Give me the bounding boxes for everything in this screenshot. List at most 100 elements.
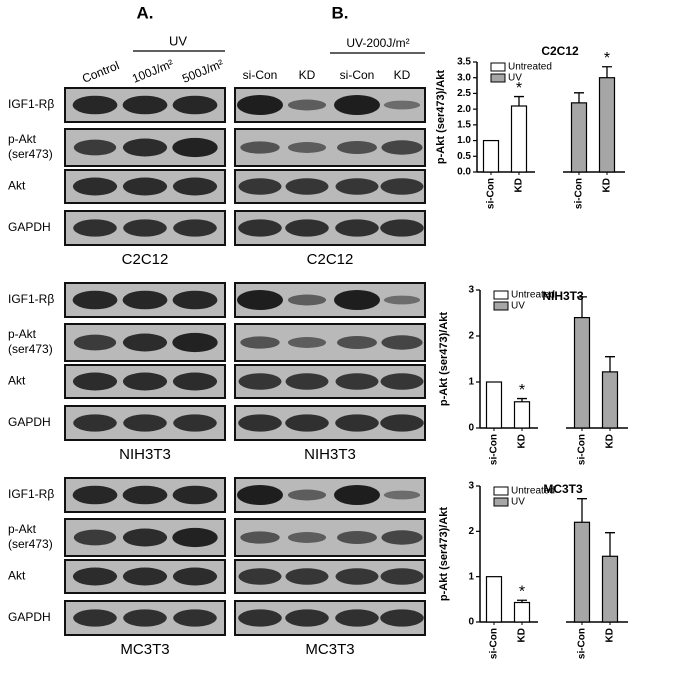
- y-tick-label: 3: [468, 285, 474, 296]
- blot-band: [335, 568, 379, 585]
- column-label: KD: [299, 68, 316, 82]
- legend-label: Untreated: [508, 62, 552, 73]
- blot-band: [383, 490, 421, 500]
- blot-band: [172, 567, 218, 586]
- blot-band: [380, 609, 424, 627]
- blot-band: [122, 567, 168, 586]
- error-bar: [605, 356, 615, 372]
- blot-row-label: GAPDH: [8, 415, 51, 429]
- y-tick-label: 1: [468, 377, 474, 388]
- blot-band: [337, 531, 377, 544]
- x-tick-label: KD: [602, 178, 613, 192]
- cell-line-label: C2C12: [307, 251, 354, 268]
- blot-band: [173, 609, 217, 627]
- blot-band: [287, 99, 327, 111]
- treatment-label: UV: [169, 33, 187, 48]
- blot-band: [238, 414, 282, 432]
- bar: [513, 401, 531, 429]
- column-label: 500J/m²: [180, 56, 225, 85]
- error-bar: [517, 397, 527, 402]
- error-bar: [605, 532, 615, 557]
- y-tick-label: 0: [468, 423, 474, 434]
- blot-band: [380, 373, 424, 390]
- blot-band: [123, 219, 167, 237]
- blot-band: [334, 95, 380, 115]
- blot-band: [122, 528, 168, 547]
- blot-row-label: IGF1-Rβ: [8, 292, 54, 306]
- y-tick-label: 1.5: [457, 119, 471, 130]
- blot-band: [172, 177, 218, 196]
- blot-row-label: Akt: [8, 569, 26, 583]
- blot-band: [381, 140, 423, 155]
- blot-band: [285, 373, 329, 390]
- blot-band: [237, 485, 283, 505]
- blot-row-label: IGF1-Rβ: [8, 487, 54, 501]
- y-tick-label: 2: [468, 526, 474, 537]
- y-axis-label: p-Akt (ser473)/Akt: [438, 507, 450, 601]
- panel-label: A.: [137, 3, 154, 22]
- blot-band: [335, 178, 379, 195]
- blot-band: [335, 219, 379, 237]
- blot-band: [73, 334, 117, 351]
- blot-band: [240, 531, 280, 544]
- blot-row-label: (ser473): [8, 537, 53, 551]
- blot-band: [122, 290, 168, 310]
- blot-band: [381, 530, 423, 545]
- bar: [570, 102, 588, 173]
- bar: [573, 521, 591, 623]
- blot-band: [285, 178, 329, 195]
- blot-band: [237, 290, 283, 310]
- y-tick-label: 3.0: [457, 72, 471, 83]
- legend-swatch: [490, 62, 506, 72]
- blot-band: [285, 568, 329, 585]
- blot-band: [73, 139, 117, 156]
- blot-row-label: GAPDH: [8, 220, 51, 234]
- legend-swatch: [490, 73, 506, 83]
- y-axis-label: p-Akt (ser473)/Akt: [438, 312, 450, 406]
- blot-band: [287, 142, 327, 153]
- blot-band: [238, 609, 282, 627]
- cell-line-label: C2C12: [122, 251, 169, 268]
- blot-band: [285, 609, 329, 627]
- column-label: si-Con: [340, 68, 375, 82]
- blot-band: [337, 141, 377, 154]
- x-tick-label: si-Con: [486, 178, 497, 209]
- blot-band: [380, 178, 424, 195]
- blot-band: [72, 177, 118, 196]
- x-tick-label: KD: [517, 434, 528, 448]
- legend-swatch: [493, 497, 509, 507]
- legend-label: Untreated: [511, 486, 555, 497]
- blot-band: [72, 95, 118, 115]
- blot-band: [383, 100, 421, 110]
- blot-band: [240, 336, 280, 349]
- y-tick-label: 0: [468, 617, 474, 628]
- blot-band: [238, 373, 282, 390]
- blot-band: [287, 532, 327, 543]
- blot-band: [285, 219, 329, 237]
- blot-band: [173, 219, 217, 237]
- blot-band: [122, 95, 168, 115]
- y-tick-label: 1.0: [457, 135, 471, 146]
- blot-band: [335, 414, 379, 432]
- error-bar: [517, 599, 527, 603]
- blot-row-label: p-Akt: [8, 327, 37, 341]
- blot-band: [172, 527, 218, 548]
- blot-band: [287, 294, 327, 306]
- blot-band: [173, 414, 217, 432]
- y-tick-label: 2.0: [457, 104, 471, 115]
- blot-band: [287, 489, 327, 501]
- cell-line-label: MC3T3: [120, 641, 169, 658]
- blot-band: [123, 609, 167, 627]
- x-tick-label: si-Con: [577, 628, 588, 659]
- blot-band: [380, 568, 424, 585]
- blot-band: [123, 414, 167, 432]
- blot-band: [172, 137, 218, 158]
- blot-band: [172, 372, 218, 391]
- treatment-label: UV-200J/m²: [346, 36, 409, 50]
- blot-box: [234, 282, 426, 318]
- blot-band: [238, 178, 282, 195]
- blot-band: [172, 290, 218, 310]
- blot-band: [285, 414, 329, 432]
- blot-band: [240, 141, 280, 154]
